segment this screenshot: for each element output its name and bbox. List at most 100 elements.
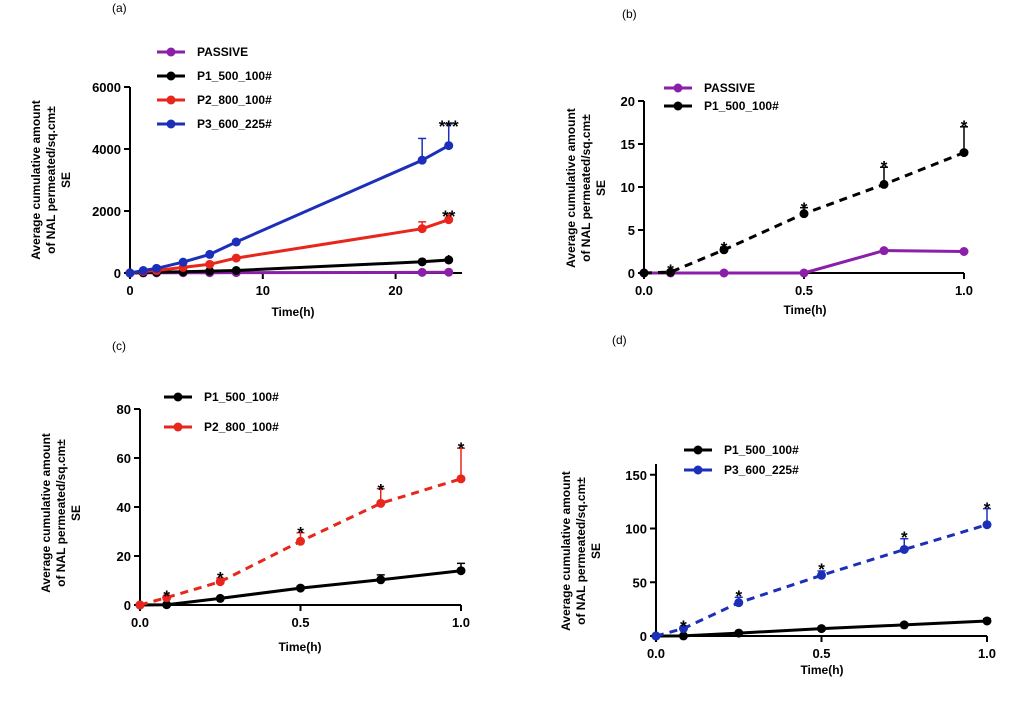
- legend-item: P1_500_100#: [157, 69, 272, 83]
- data-point: [678, 623, 688, 633]
- legend-swatch-marker: [673, 83, 683, 93]
- legend: P1_500_100# P3_600_225#: [684, 443, 799, 477]
- significance-marker: *: [297, 523, 304, 542]
- legend-swatch-marker: [173, 422, 183, 432]
- legend-label: P2_800_100#: [204, 420, 279, 434]
- y-tick-label: 20: [117, 549, 131, 564]
- data-point: [456, 566, 466, 576]
- y-tick-label: 10: [621, 180, 635, 195]
- y-axis-label: SE: [594, 180, 608, 196]
- legend-swatch-marker: [166, 71, 176, 81]
- y-axis-label: of NAL permeated/sq.cm±: [579, 114, 593, 262]
- legend: P1_500_100# P2_800_100#: [164, 390, 279, 434]
- y-axis-label: of NAL permeated/sq.cm±: [54, 439, 68, 587]
- y-axis-label: Average cumulative amount: [559, 471, 573, 631]
- significance-marker: *: [818, 560, 825, 579]
- data-point: [719, 245, 729, 255]
- y-tick-label: 0: [114, 266, 121, 281]
- data-point: [678, 631, 688, 641]
- series-p2-800-100-: [135, 447, 466, 610]
- legend-swatch-marker: [693, 445, 703, 455]
- series-p1-500-100-: [135, 562, 466, 610]
- x-tick-label: 1.0: [452, 615, 470, 630]
- y-tick-label: 5: [628, 223, 635, 238]
- legend-label: P1_500_100#: [704, 99, 779, 113]
- data-point: [799, 209, 809, 219]
- legend-label: P3_600_225#: [724, 463, 799, 477]
- legend-item: P2_800_100#: [164, 420, 279, 434]
- y-tick-label: 15: [621, 137, 635, 152]
- y-tick-label: 40: [117, 500, 131, 515]
- data-point: [296, 583, 305, 593]
- series-line: [655, 619, 988, 638]
- y-tick-label: 2000: [92, 204, 121, 219]
- legend-swatch-marker: [173, 392, 183, 402]
- legend: PASSIVE P1_500_100#: [664, 81, 779, 113]
- y-axis-label: Average cumulative amount: [39, 433, 53, 593]
- series-line: [129, 144, 450, 275]
- significance-marker: *: [680, 617, 687, 636]
- legend-item: P2_800_100#: [157, 93, 272, 107]
- x-tick-label: 0.5: [795, 283, 813, 298]
- data-point: [444, 255, 454, 265]
- legend-swatch-marker: [166, 95, 176, 105]
- series-p3-600-225-: [651, 507, 992, 641]
- data-point: [231, 266, 241, 276]
- chart-panel-1: (a) 0 10 20 0 2000 4000 6000 Time(h) Average cumu…: [29, 1, 462, 319]
- legend-swatch-marker: [166, 119, 176, 129]
- legend-swatch-marker: [166, 47, 176, 57]
- legend-label: P1_500_100#: [204, 390, 279, 404]
- legend-item: P1_500_100#: [684, 443, 799, 457]
- x-tick-label: 1.0: [978, 646, 996, 661]
- data-point: [417, 224, 427, 234]
- data-point: [734, 598, 744, 608]
- x-tick-label: 0: [126, 283, 133, 298]
- data-point: [138, 266, 148, 276]
- y-tick-label: 20: [621, 94, 635, 109]
- legend-item: P1_500_100#: [164, 390, 279, 404]
- chart-panel-2: (b) 0.0 0.5 1.0 0 5 10 15 20 Time(h) Average cumul…: [564, 7, 973, 317]
- y-axis-label: SE: [589, 543, 603, 559]
- data-point: [152, 263, 162, 273]
- y-tick-label: 6000: [92, 80, 121, 95]
- data-point: [959, 247, 969, 256]
- data-point: [879, 179, 889, 189]
- significance-marker: *: [801, 199, 808, 218]
- series-line: [655, 523, 988, 638]
- y-tick-label: 0: [640, 629, 647, 644]
- legend-swatch-marker: [693, 465, 703, 475]
- panel-label: (a): [112, 1, 127, 15]
- y-axis-label: Average cumulative amount: [29, 100, 43, 260]
- legend-item: P3_600_225#: [684, 463, 799, 477]
- data-point: [982, 520, 992, 530]
- data-point: [376, 498, 386, 508]
- x-axis-label: Time(h): [783, 303, 826, 317]
- series-p1-500-100-: [639, 126, 969, 278]
- data-point: [444, 141, 454, 151]
- data-point: [125, 268, 135, 278]
- x-tick-label: 10: [256, 283, 270, 298]
- y-tick-label: 0: [628, 266, 635, 281]
- panel-label: (b): [622, 7, 637, 21]
- x-tick-label: 1.0: [955, 283, 973, 298]
- data-point: [296, 536, 305, 546]
- legend-label: P3_600_225#: [197, 117, 272, 131]
- data-point: [959, 148, 969, 158]
- y-tick-label: 50: [633, 575, 647, 590]
- data-point: [666, 267, 676, 277]
- significance-marker: *: [667, 261, 674, 280]
- y-tick-label: 60: [117, 451, 131, 466]
- series-line: [643, 151, 965, 275]
- data-point: [879, 246, 889, 256]
- y-axis-label: of NAL permeated/sq.cm±: [574, 477, 588, 625]
- data-point: [215, 593, 225, 603]
- data-point: [417, 155, 427, 165]
- legend-item: PASSIVE: [157, 45, 248, 59]
- y-tick-label: 150: [625, 468, 647, 483]
- significance-marker: *: [377, 480, 384, 499]
- data-point: [734, 628, 744, 638]
- y-tick-label: 100: [625, 522, 647, 537]
- data-point: [651, 631, 661, 641]
- legend-label: P1_500_100#: [197, 69, 272, 83]
- data-point: [231, 253, 241, 263]
